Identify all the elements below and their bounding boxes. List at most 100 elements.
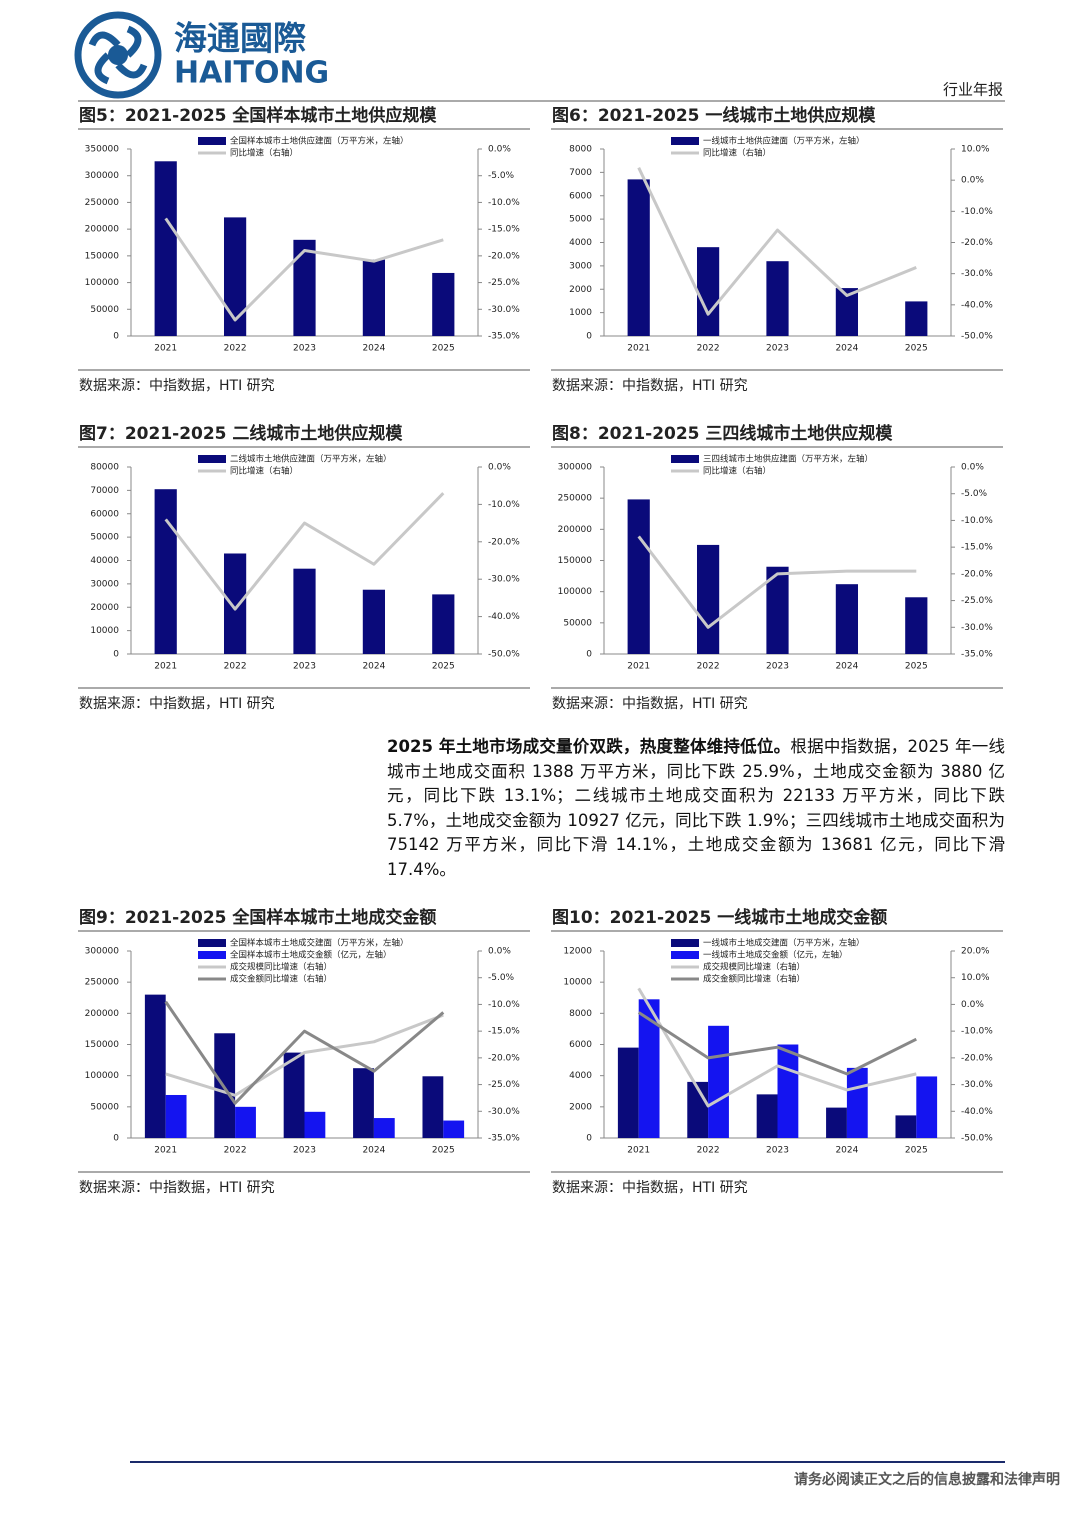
y-tick-label: 4000 [569, 1071, 592, 1081]
y2-tick-label: -50.0% [488, 650, 520, 660]
bar [835, 288, 859, 336]
line-series [164, 1000, 445, 1105]
x-tick-label: 2023 [766, 344, 789, 354]
y-tick-label: 50000 [90, 305, 119, 315]
y2-tick-label: -50.0% [961, 1134, 993, 1144]
y-tick-label: 150000 [85, 251, 120, 261]
bar [154, 489, 177, 654]
bar [223, 217, 247, 336]
bar [373, 1118, 395, 1138]
chart-source: 数据来源：中指数据，HTI 研究 [552, 1180, 748, 1196]
y2-tick-label: -30.0% [961, 623, 993, 633]
bar [617, 1047, 639, 1138]
bar [766, 566, 789, 654]
y-tick-label: 250000 [558, 494, 593, 504]
legend-swatch [671, 455, 699, 463]
bar [353, 1068, 374, 1138]
bar [144, 994, 166, 1138]
y-tick-label: 250000 [85, 978, 120, 988]
y-tick-label: 300000 [85, 947, 120, 957]
x-tick-label: 2021 [627, 662, 650, 672]
x-tick-label: 2024 [362, 662, 385, 672]
chart-source: 数据来源：中指数据，HTI 研究 [552, 378, 748, 394]
y2-tick-label: -20.0% [488, 537, 520, 547]
y-tick-label: 10000 [563, 978, 592, 988]
bar [432, 594, 455, 654]
chart-title: 图6：2021-2025 一线城市土地供应规模 [552, 105, 876, 126]
x-tick-label: 2022 [224, 1146, 247, 1156]
y2-tick-label: 0.0% [488, 463, 511, 473]
y-tick-label: 300000 [85, 171, 120, 181]
legend-swatch [198, 137, 226, 145]
y2-tick-label: -15.0% [488, 1027, 520, 1037]
legend-label: 同比增速（右轴） [230, 466, 298, 477]
y-tick-label: 8000 [569, 1009, 592, 1019]
legend-label: 同比增速（右轴） [230, 148, 298, 159]
y-tick-label: 12000 [563, 947, 592, 957]
chart-source: 数据来源：中指数据，HTI 研究 [79, 1180, 275, 1196]
x-tick-label: 2024 [362, 1146, 385, 1156]
y-tick-label: 350000 [85, 145, 120, 155]
x-tick-label: 2025 [432, 344, 455, 354]
y2-tick-label: -5.0% [961, 489, 988, 499]
y-tick-label: 60000 [90, 509, 119, 519]
x-tick-label: 2025 [432, 662, 455, 672]
x-tick-label: 2023 [293, 1146, 316, 1156]
chart-source: 数据来源：中指数据，HTI 研究 [79, 696, 275, 712]
legend-label: 同比增速（右轴） [703, 148, 771, 159]
legend-label: 全国样本城市土地成交建面（万平方米，左轴） [230, 938, 409, 949]
line-series [637, 1011, 917, 1076]
legend-label: 全国样本城市土地供应建面（万平方米，左轴） [230, 136, 409, 147]
legend-label: 全国样本城市土地成交金额（亿元，左轴） [230, 950, 392, 961]
y2-tick-label: -20.0% [961, 238, 993, 248]
paragraph-lead: 2025 年土地市场成交量价双跌，热度整体维持低位。 [387, 737, 791, 756]
x-tick-label: 2023 [766, 662, 789, 672]
x-tick-label: 2022 [697, 344, 720, 354]
y2-tick-label: 20.0% [961, 947, 990, 957]
y-tick-label: 7000 [569, 168, 592, 178]
y2-tick-label: -10.0% [961, 1027, 993, 1037]
y2-tick-label: -35.0% [488, 1134, 520, 1144]
bar [293, 568, 316, 654]
chart-title: 图9：2021-2025 全国样本城市土地成交金额 [79, 907, 436, 928]
y2-tick-label: -15.0% [961, 543, 993, 553]
y2-tick-label: 0.0% [961, 463, 984, 473]
chart-source: 数据来源：中指数据，HTI 研究 [552, 696, 748, 712]
y2-tick-label: 0.0% [961, 176, 984, 186]
bar [916, 1076, 938, 1138]
y-tick-label: 30000 [90, 579, 119, 589]
footer-disclaimer: 请务必阅读正文之后的信息披露和法律声明 [794, 1471, 1060, 1488]
y-tick-label: 50000 [90, 1102, 119, 1112]
body-paragraph: 2025 年土地市场成交量价双跌，热度整体维持低位。根据中指数据，2025 年一… [387, 735, 1005, 883]
bar [905, 301, 928, 336]
logo: 海通國際 HAITONG [74, 11, 329, 99]
paragraph-text: 根据中指数据，2025 年一线城市土地成交面积 1388 万平方米，同比下跌 2… [387, 737, 1005, 879]
y2-tick-label: -20.0% [488, 1053, 520, 1063]
legend-label: 同比增速（右轴） [703, 466, 771, 477]
chart-title: 图8：2021-2025 三四线城市土地供应规模 [552, 423, 893, 444]
y-tick-label: 40000 [90, 556, 119, 566]
y2-tick-label: -35.0% [961, 650, 993, 660]
line-series [164, 492, 445, 611]
y-tick-label: 0 [113, 332, 119, 342]
y-tick-label: 200000 [558, 525, 593, 535]
bar [422, 1076, 444, 1138]
bar [627, 179, 650, 336]
legend-label: 成交规模同比增速（右轴） [703, 962, 805, 973]
x-tick-label: 2022 [697, 662, 720, 672]
y-tick-label: 100000 [558, 587, 593, 597]
y-tick-label: 0 [586, 1134, 592, 1144]
y-tick-label: 0 [113, 1134, 119, 1144]
y-tick-label: 50000 [563, 618, 592, 628]
y-tick-label: 300000 [558, 463, 593, 473]
x-tick-label: 2022 [224, 662, 247, 672]
line-series [165, 1013, 444, 1097]
x-tick-label: 2025 [432, 1146, 455, 1156]
bar [708, 1025, 729, 1138]
bar [443, 1120, 465, 1138]
y-tick-label: 1000 [569, 308, 592, 318]
y2-tick-label: -30.0% [961, 269, 993, 279]
bar [362, 259, 386, 336]
legend-swatch [198, 455, 226, 463]
